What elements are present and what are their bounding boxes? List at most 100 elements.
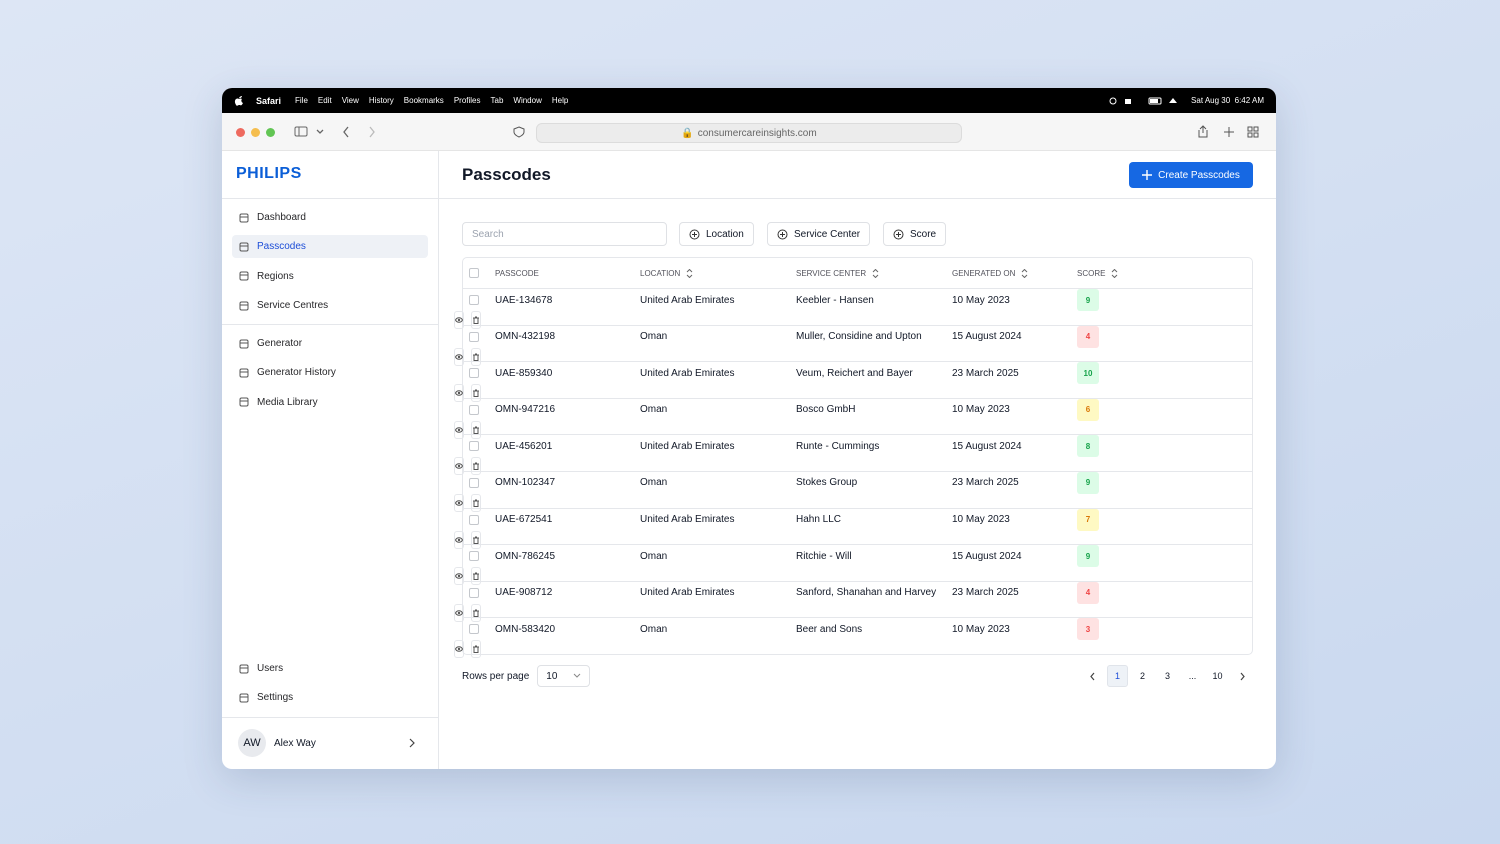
view-button[interactable] (454, 493, 464, 512)
cell: Hahn LLC (796, 514, 842, 526)
view-button[interactable] (454, 311, 464, 329)
filter-button[interactable]: Score (883, 222, 947, 246)
rows-per-page-select[interactable]: 10 (537, 665, 591, 687)
filter-button[interactable]: Location (679, 222, 754, 246)
view-button[interactable] (454, 384, 464, 403)
checkbox[interactable] (469, 514, 479, 525)
view-button[interactable] (454, 420, 464, 439)
nav-item[interactable]: Media Library (232, 391, 428, 414)
cell: UAE-134678 (495, 294, 553, 306)
nav-item[interactable]: Settings (232, 686, 428, 709)
delete-button[interactable] (471, 457, 481, 476)
app-name[interactable]: Safari (256, 95, 282, 106)
plus-icon (1142, 170, 1153, 180)
menu-item[interactable]: Edit (317, 96, 332, 105)
chevron (409, 738, 415, 748)
nav-item[interactable]: Regions (232, 265, 428, 288)
menu-item[interactable]: Window (513, 96, 542, 105)
menu-item[interactable]: Profiles (453, 96, 481, 105)
minimize-button[interactable] (251, 128, 260, 137)
column-header[interactable]: GENERATED ON (952, 268, 1077, 278)
search-input[interactable]: Search (462, 222, 667, 246)
row-actions (454, 420, 495, 439)
view-button[interactable] (454, 640, 464, 659)
delete-button[interactable] (471, 384, 481, 403)
checkbox[interactable] (469, 368, 479, 379)
cell: Oman (640, 623, 668, 635)
apple-icon[interactable] (234, 95, 244, 106)
view-button[interactable] (454, 457, 464, 476)
url-text: consumercareinsights.com (697, 127, 817, 139)
menu-item[interactable]: Help (551, 96, 569, 105)
checkbox[interactable] (469, 477, 479, 488)
menu-item[interactable]: Bookmarks (403, 96, 444, 105)
delete-button[interactable] (471, 311, 481, 329)
nav-label: Generator History (257, 367, 336, 379)
delete-button[interactable] (471, 347, 481, 366)
cell: United Arab Emirates (640, 294, 735, 306)
menu-item[interactable]: History (368, 96, 394, 105)
table-row: OMN-947216 Oman Bosco GmbH 10 May 2023 6 (454, 397, 1252, 439)
page-button[interactable]: ... (1188, 671, 1197, 681)
nav-buttons[interactable] (294, 125, 384, 139)
nav-item[interactable]: Dashboard (232, 206, 428, 229)
cell: United Arab Emirates (640, 440, 735, 452)
page-button[interactable]: 10 (1212, 671, 1223, 681)
delete-button[interactable] (471, 603, 481, 622)
cell: Runte - Cummings (796, 440, 880, 452)
column-header[interactable]: LOCATION (640, 268, 796, 278)
nav-item[interactable]: Service Centres (232, 294, 428, 317)
toolbar-actions[interactable] (1196, 125, 1262, 139)
page-button[interactable]: 1 (1107, 665, 1128, 687)
page-button[interactable]: 2 (1139, 671, 1145, 681)
checkbox[interactable] (469, 295, 479, 305)
delete-button[interactable] (471, 420, 481, 439)
icon (455, 536, 463, 543)
page-button[interactable]: 3 (1164, 671, 1170, 681)
user-menu[interactable]: AW Alex Way (238, 729, 416, 757)
zoom-button[interactable] (266, 128, 275, 137)
delete-button[interactable] (471, 530, 481, 549)
nav-item[interactable]: Users (232, 657, 428, 680)
status-area: Sat Aug 30 6:42 AM (1109, 96, 1264, 106)
icon (455, 463, 463, 470)
close-button[interactable] (236, 128, 245, 137)
view-button[interactable] (454, 603, 464, 622)
checkbox[interactable] (469, 587, 479, 598)
divider (222, 717, 438, 718)
checkbox[interactable] (469, 441, 479, 452)
filter-label: Service Center (794, 228, 861, 240)
address-bar[interactable]: 🔒 consumercareinsights.com (536, 123, 962, 143)
column-header[interactable]: SERVICE CENTER (796, 268, 952, 278)
cell: OMN-583420 (495, 623, 556, 635)
checkbox[interactable] (469, 268, 479, 278)
filter-button[interactable]: Service Center (767, 222, 871, 246)
checkbox[interactable] (469, 624, 479, 635)
delete-button[interactable] (471, 640, 481, 659)
nav-item[interactable]: Generator History (232, 361, 428, 384)
shield-icon[interactable] (513, 126, 525, 138)
view-button[interactable] (454, 347, 464, 366)
next-page[interactable] (1232, 665, 1253, 687)
checkbox[interactable] (469, 404, 479, 415)
delete-button[interactable] (471, 493, 481, 512)
view-button[interactable] (454, 530, 464, 549)
view-button[interactable] (454, 567, 464, 586)
checkbox[interactable] (469, 551, 479, 562)
nav-item[interactable]: Passcodes (232, 235, 428, 259)
menu-item[interactable]: File (295, 96, 308, 105)
cell (469, 368, 495, 379)
column-header[interactable]: SCORE (1077, 268, 1252, 278)
nav-label: Media Library (257, 396, 318, 408)
delete-button[interactable] (471, 567, 481, 586)
prev-page[interactable] (1082, 665, 1103, 687)
checkbox[interactable] (469, 331, 479, 342)
brand-logo[interactable]: PHILIPS (236, 165, 302, 182)
score-badge: 9 (1077, 545, 1099, 568)
icon (239, 242, 249, 252)
nav-item[interactable]: Generator (232, 332, 428, 355)
cell: 23 March 2025 (952, 587, 1019, 599)
create-button[interactable]: Create Passcodes (1129, 162, 1253, 188)
menu-item[interactable]: Tab (490, 96, 504, 105)
menu-item[interactable]: View (341, 96, 359, 105)
